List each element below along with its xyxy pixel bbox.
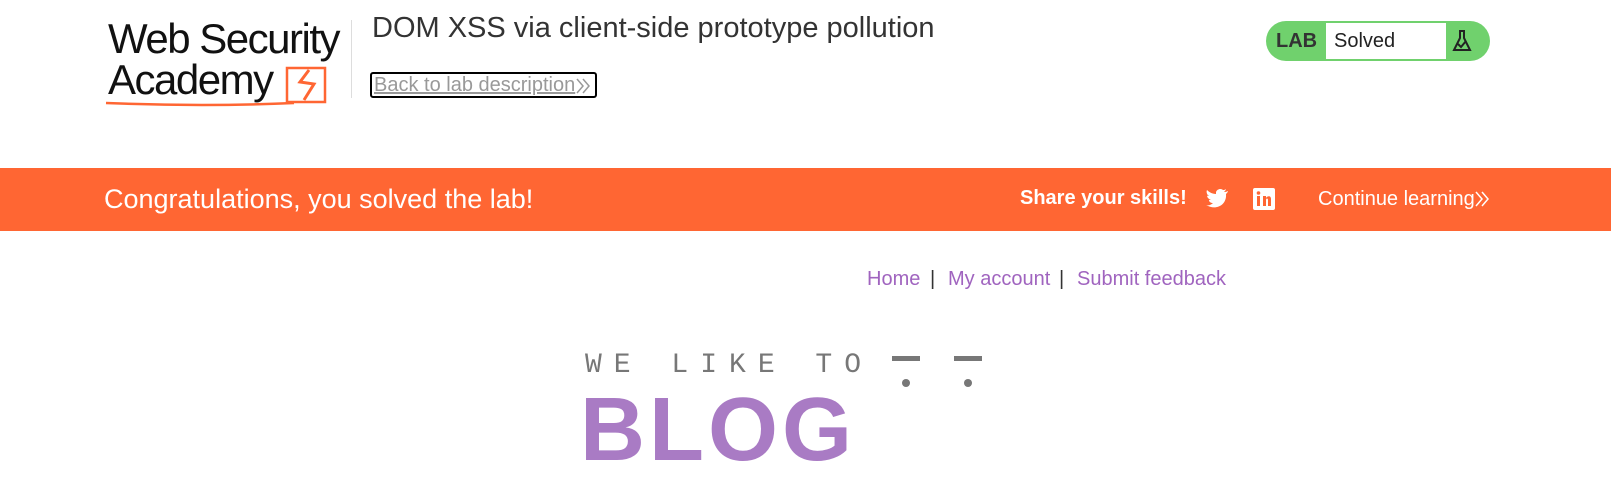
lab-status-badge: LAB Solved	[1266, 21, 1490, 61]
logo-line: Web Security	[108, 15, 341, 62]
chevron-icon	[576, 78, 590, 94]
blog-face-graphic	[892, 356, 982, 387]
nav-link[interactable]: Submit feedback	[1077, 268, 1226, 290]
nav-link[interactable]: Home	[867, 268, 921, 290]
success-banner: Congratulations, you solved the lab! Sha…	[0, 168, 1611, 231]
logo-graphic	[105, 66, 327, 107]
nav-link[interactable]: My account	[948, 268, 1051, 290]
blog-tagline: WE LIKE TO	[585, 350, 874, 381]
twitter-icon[interactable]	[1205, 188, 1229, 210]
logo[interactable]: Web Security Academy	[108, 15, 341, 103]
badge-label: LAB	[1276, 30, 1318, 52]
divider	[351, 20, 352, 98]
badge-status: Solved	[1326, 23, 1446, 59]
back-link-text[interactable]: Back to lab description	[374, 74, 576, 96]
nav-separator: |	[1059, 268, 1065, 290]
back-link[interactable]: Back to lab description	[370, 72, 597, 98]
banner-message: Congratulations, you solved the lab!	[104, 184, 534, 214]
flask-icon	[1452, 30, 1472, 51]
chevron-icon	[1475, 191, 1489, 207]
lab-title: DOM XSS via client-side prototype pollut…	[372, 12, 935, 44]
share-label: Share your skills!	[1020, 187, 1187, 209]
continue-link[interactable]: Continue learning	[1318, 188, 1475, 210]
nav-separator: |	[930, 268, 936, 290]
page: Web Security Academy DOM XSS via client-…	[0, 12, 1611, 475]
linkedin-icon[interactable]	[1253, 188, 1275, 210]
blog-heading: BLOG	[580, 380, 856, 480]
logo-line: Academy	[108, 56, 274, 103]
